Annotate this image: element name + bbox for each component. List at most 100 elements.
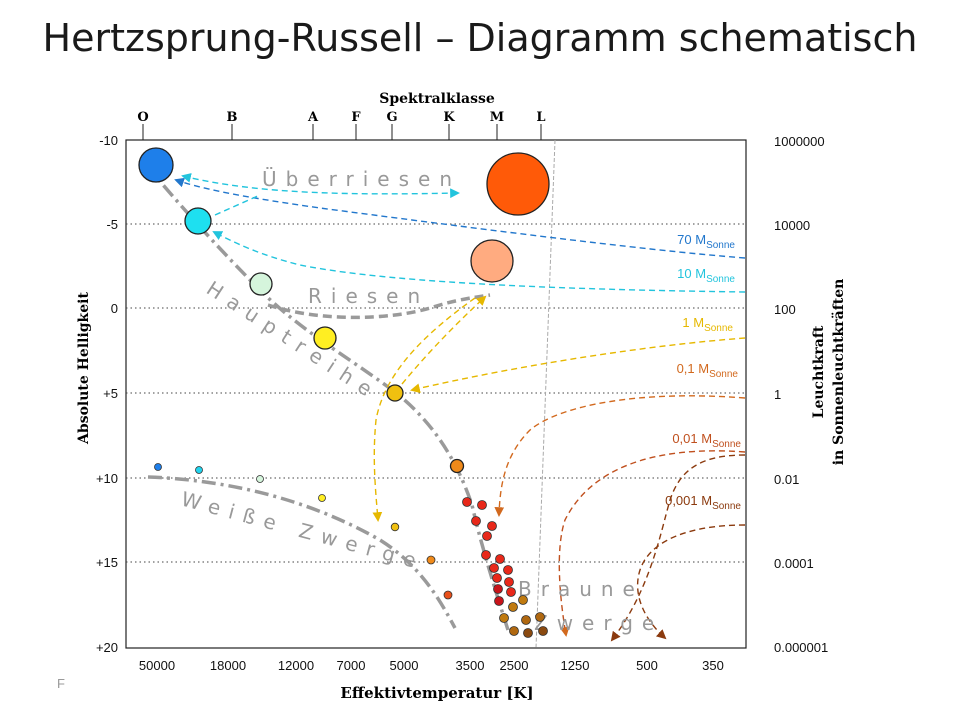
- main-sequence-track: [144, 163, 510, 631]
- luminosity-labels: 1000000 10000 100 1 0.01 0.0001 0.000001: [774, 134, 828, 655]
- brown-dwarf-stars: [499, 595, 548, 638]
- star-red-dwarf: [506, 587, 516, 597]
- star-white-dwarf: [426, 555, 436, 565]
- star-white-dwarf: [318, 494, 326, 502]
- mass-labels: 70 MSonne 10 MSonne 1 MSonne 0,1 MSonne …: [665, 232, 741, 512]
- star-brown-dwarf: [535, 612, 545, 622]
- mass-track-1: [410, 337, 746, 394]
- star-red-dwarf: [504, 577, 514, 587]
- mass-label-10: 10 MSonne: [677, 266, 735, 285]
- mass-label-0001: 0,001 MSonne: [665, 493, 741, 512]
- temperature-label: 7000: [337, 658, 366, 673]
- star-red-dwarf: [482, 531, 492, 541]
- supergiant-loop-track: [181, 173, 460, 199]
- star-red-dwarf: [493, 584, 503, 594]
- star-red-dwarf: [495, 554, 505, 564]
- star-white-dwarf: [256, 475, 264, 483]
- magnitude-label: -10: [99, 133, 118, 148]
- luminosity-label: 1: [774, 387, 781, 402]
- star-brown-dwarf: [509, 626, 519, 636]
- temperature-label: 12000: [278, 658, 314, 673]
- region-label-supergiants: Überriesen: [262, 167, 461, 191]
- star-red-dwarf: [481, 550, 491, 560]
- magnitude-label: 0: [111, 301, 118, 316]
- magnitude-label: +10: [96, 471, 118, 486]
- star-red-dwarf: [489, 563, 499, 573]
- right-axis-label-line1: Leuchtkraft: [811, 325, 827, 418]
- temperature-label: 18000: [210, 658, 246, 673]
- star-brown-dwarf: [538, 626, 548, 636]
- magnitude-label: +5: [103, 386, 118, 401]
- stars: [138, 147, 550, 474]
- star-k-main: [449, 458, 465, 474]
- star-o-supergiant: [138, 147, 174, 183]
- region-label-giants: Riesen: [308, 284, 429, 308]
- spectral-class-label: K: [443, 110, 455, 125]
- temperature-label: 350: [702, 658, 724, 673]
- star-brown-dwarf: [521, 615, 531, 625]
- star-red-dwarf: [494, 596, 504, 606]
- star-red-dwarf: [477, 500, 487, 510]
- footer-text: F: [57, 676, 65, 691]
- star-red-dwarf: [503, 565, 513, 575]
- star-b-supergiant: [184, 207, 212, 235]
- mass-track-001: [558, 450, 746, 637]
- spectral-class-labels: O B A F G K M L: [137, 110, 545, 125]
- star-sun: [386, 384, 404, 402]
- temperature-label: 2500: [500, 658, 529, 673]
- spectral-class-label: B: [227, 110, 238, 125]
- luminosity-label: 0.01: [774, 472, 799, 487]
- luminosity-label: 0.0001: [774, 556, 814, 571]
- star-brown-dwarf: [499, 613, 509, 623]
- star-red-dwarf: [471, 516, 481, 526]
- left-axis-label: Absolute Helligkeit: [76, 292, 92, 445]
- temperature-label: 500: [636, 658, 658, 673]
- magnitude-label: +20: [96, 640, 118, 655]
- spectral-class-label: L: [536, 110, 545, 125]
- luminosity-label: 100: [774, 302, 796, 317]
- star-brown-dwarf: [523, 628, 533, 638]
- star-red-supergiant: [486, 152, 550, 216]
- star-f-main: [313, 326, 337, 350]
- star-red-dwarf: [492, 573, 502, 583]
- temperature-label: 1250: [561, 658, 590, 673]
- spectral-class-label: G: [386, 110, 397, 125]
- luminosity-label: 10000: [774, 218, 810, 233]
- white-dwarf-track: [147, 475, 457, 629]
- mass-label-01: 0,1 MSonne: [677, 361, 739, 380]
- temperature-label: 3500: [456, 658, 485, 673]
- temperature-labels: 50000 18000 12000 7000 5000 3500 2500 12…: [139, 658, 724, 673]
- star-white-dwarf: [443, 590, 453, 600]
- temperature-label: 5000: [390, 658, 419, 673]
- magnitude-label: +15: [96, 555, 118, 570]
- mass-label-1: 1 MSonne: [682, 315, 733, 334]
- magnitude-labels: -10 -5 0 +5 +10 +15 +20: [96, 133, 118, 655]
- white-dwarf-descent-track: [372, 297, 476, 522]
- mass-track-001-b: [610, 454, 746, 642]
- spectral-class-label: O: [137, 110, 148, 125]
- region-label-brown-dwarfs-1: Braune: [518, 577, 644, 601]
- magnitude-label: -5: [106, 217, 118, 232]
- mass-track-01: [494, 395, 746, 517]
- right-axis-label-line2: in Sonnenleuchtkräften: [831, 279, 847, 466]
- spectral-boundary-line: [535, 139, 556, 649]
- mass-label-001: 0,01 MSonne: [672, 431, 741, 450]
- spectral-class-label: F: [351, 110, 361, 125]
- spectral-class-label: M: [490, 110, 504, 125]
- temperature-label: 50000: [139, 658, 175, 673]
- mass-track-10-branch: [214, 194, 261, 216]
- star-white-dwarf: [390, 522, 400, 532]
- bottom-axis-label: Effektivtemperatur [K]: [340, 684, 533, 702]
- star-white-dwarf: [154, 463, 162, 471]
- mass-track-0001: [636, 524, 746, 640]
- star-brown-dwarf: [508, 602, 518, 612]
- star-red-dwarf: [487, 521, 497, 531]
- mass-label-70: 70 MSonne: [677, 232, 735, 251]
- giant-ascent-track: [401, 295, 487, 385]
- red-dwarf-stars: [462, 497, 516, 606]
- top-ticks: [142, 124, 542, 140]
- mass-track-10: [212, 231, 746, 293]
- luminosity-label: 0.000001: [774, 640, 828, 655]
- luminosity-label: 1000000: [774, 134, 825, 149]
- plot-frame: [125, 139, 747, 649]
